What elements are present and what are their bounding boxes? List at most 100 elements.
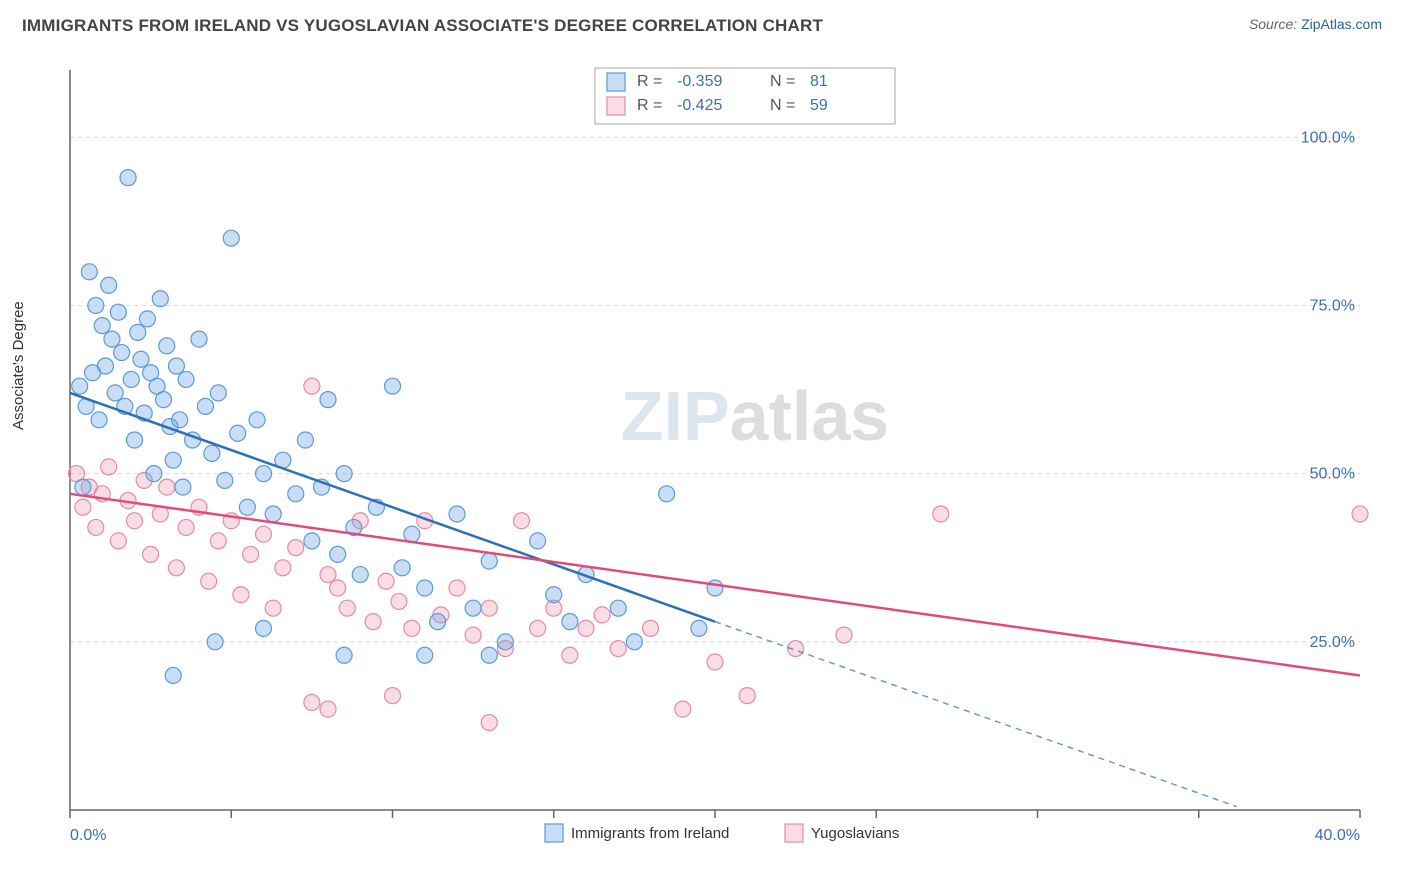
scatter-chart: 25.0%50.0%75.0%100.0%0.0%40.0%ZIPatlasR … [50,50,1380,850]
scatter-point-series1 [175,479,191,495]
scatter-point-series1 [288,486,304,502]
scatter-point-series1 [159,338,175,354]
scatter-point-series2 [304,378,320,394]
scatter-point-series2 [178,519,194,535]
scatter-point-series1 [265,506,281,522]
scatter-point-series2 [168,560,184,576]
scatter-point-series1 [207,634,223,650]
scatter-point-series1 [707,580,723,596]
scatter-point-series1 [152,291,168,307]
scatter-point-series1 [394,560,410,576]
scatter-point-series1 [146,466,162,482]
scatter-point-series2 [159,479,175,495]
bottom-legend-label: Yugoslavians [811,825,899,842]
scatter-point-series2 [481,600,497,616]
scatter-point-series1 [139,311,155,327]
scatter-point-series2 [101,459,117,475]
scatter-point-series1 [94,318,110,334]
scatter-point-series2 [562,647,578,663]
y-tick-label: 25.0% [1310,634,1355,651]
scatter-point-series2 [594,607,610,623]
scatter-point-series2 [391,593,407,609]
scatter-point-series2 [75,499,91,515]
scatter-point-series2 [275,560,291,576]
scatter-point-series2 [320,701,336,717]
scatter-point-series1 [497,634,513,650]
scatter-point-series2 [449,580,465,596]
scatter-point-series2 [201,573,217,589]
scatter-point-series1 [104,331,120,347]
scatter-point-series1 [330,546,346,562]
scatter-point-series1 [75,479,91,495]
scatter-point-series2 [233,587,249,603]
scatter-point-series2 [481,715,497,731]
scatter-point-series1 [91,412,107,428]
scatter-point-series1 [465,600,481,616]
scatter-point-series1 [172,412,188,428]
scatter-point-series1 [88,297,104,313]
scatter-point-series2 [739,688,755,704]
scatter-point-series1 [191,331,207,347]
scatter-point-series2 [265,600,281,616]
scatter-point-series2 [610,641,626,657]
scatter-point-series1 [101,277,117,293]
scatter-point-series1 [168,358,184,374]
scatter-point-series1 [217,472,233,488]
scatter-point-series1 [256,466,272,482]
scatter-point-series2 [288,540,304,556]
scatter-point-series1 [123,371,139,387]
scatter-point-series2 [378,573,394,589]
scatter-point-series1 [481,647,497,663]
scatter-point-series1 [417,580,433,596]
scatter-point-series1 [97,358,113,374]
scatter-point-series2 [320,567,336,583]
y-axis-label: Associate's Degree [10,301,27,430]
scatter-point-series2 [339,600,355,616]
scatter-point-series1 [239,499,255,515]
scatter-point-series1 [256,620,272,636]
x-tick-label: 0.0% [70,827,106,844]
y-tick-label: 75.0% [1310,297,1355,314]
scatter-point-series2 [1352,506,1368,522]
scatter-point-series1 [626,634,642,650]
scatter-point-series2 [465,627,481,643]
scatter-point-series1 [297,432,313,448]
scatter-point-series2 [365,614,381,630]
legend-r-label: R = [637,73,662,90]
scatter-point-series2 [707,654,723,670]
legend-n-label: N = [770,97,795,114]
chart-title: IMMIGRANTS FROM IRELAND VS YUGOSLAVIAN A… [22,16,823,36]
y-tick-label: 50.0% [1310,466,1355,483]
scatter-point-series1 [546,587,562,603]
scatter-point-series1 [210,385,226,401]
y-tick-label: 100.0% [1301,129,1355,146]
scatter-point-series1 [304,533,320,549]
scatter-point-series1 [249,412,265,428]
legend-n-value: 81 [810,73,828,90]
legend-r-value: -0.359 [677,73,722,90]
scatter-point-series1 [562,614,578,630]
scatter-point-series2 [110,533,126,549]
scatter-point-series2 [127,513,143,529]
scatter-point-series1 [385,378,401,394]
scatter-point-series2 [530,620,546,636]
scatter-point-series2 [304,694,320,710]
legend-r-value: -0.425 [677,97,722,114]
scatter-point-series2 [933,506,949,522]
scatter-point-series1 [72,378,88,394]
scatter-point-series2 [836,627,852,643]
scatter-point-series1 [230,425,246,441]
scatter-point-series1 [133,351,149,367]
source-label: Source: [1249,16,1301,32]
scatter-point-series1 [481,553,497,569]
scatter-point-series1 [107,385,123,401]
plot-area: 25.0%50.0%75.0%100.0%0.0%40.0%ZIPatlasR … [50,50,1380,850]
source-citation: Source: ZipAtlas.com [1249,16,1382,32]
source-link[interactable]: ZipAtlas.com [1301,16,1382,32]
scatter-point-series1 [404,526,420,542]
scatter-point-series1 [120,170,136,186]
scatter-point-series1 [197,398,213,414]
scatter-point-series2 [88,519,104,535]
scatter-point-series1 [320,392,336,408]
scatter-point-series1 [449,506,465,522]
